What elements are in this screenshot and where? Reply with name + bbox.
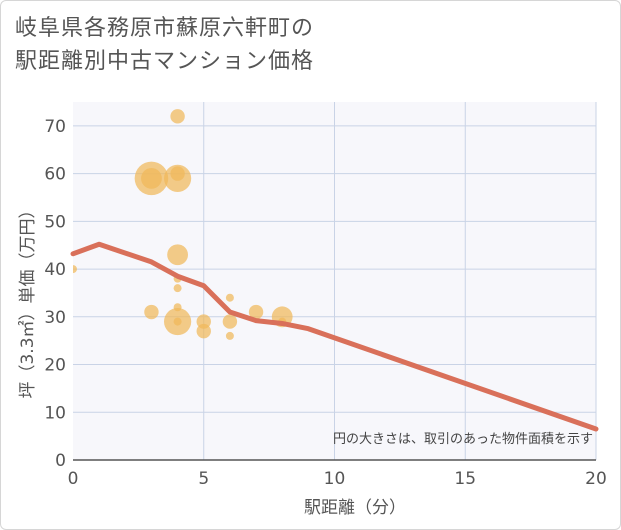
- x-tick-label: 5: [198, 469, 209, 489]
- y-tick-label: 60: [44, 165, 66, 185]
- data-point: [73, 265, 77, 274]
- chart-title-line-1: 岐阜県各務原市蘇原六軒町の: [15, 16, 315, 41]
- data-point: [173, 317, 182, 326]
- data-point: [144, 304, 159, 320]
- y-axis-label: 坪（3.3㎡）単価（万円）: [18, 201, 38, 398]
- x-axis-label: 駅距離（分）: [304, 498, 406, 518]
- chart-title-line-2: 駅距離別中古マンション価格: [15, 49, 315, 74]
- data-point: [225, 331, 234, 340]
- y-tick-label: 20: [44, 356, 66, 376]
- trend-line: [70, 241, 599, 432]
- x-tick-label: 20: [585, 469, 607, 489]
- y-tick-label: 40: [44, 260, 66, 280]
- data-point: [222, 314, 238, 329]
- y-tick-label: 30: [44, 308, 66, 328]
- data-point: [173, 284, 182, 293]
- data-point: [170, 109, 185, 124]
- x-tick-label: 15: [454, 469, 476, 489]
- y-tick-label: 10: [44, 403, 66, 423]
- data-point: [248, 304, 264, 320]
- chart-annotation: 円の大きさは、取引のあった物件面積を示す: [333, 432, 593, 447]
- x-tick-label: 0: [68, 469, 79, 489]
- y-tick-label: 70: [44, 117, 66, 137]
- data-point: [164, 164, 192, 192]
- data-point: [196, 323, 211, 339]
- data-point: [167, 244, 189, 266]
- x-tick-label: 10: [324, 469, 346, 489]
- y-tick-label: 50: [44, 212, 66, 232]
- chart-title: 岐阜県各務原市蘇原六軒町の 駅距離別中古マンション価格: [15, 12, 314, 78]
- data-point: [141, 167, 162, 189]
- y-tick-label: 0: [55, 451, 66, 471]
- data-point: [225, 293, 234, 302]
